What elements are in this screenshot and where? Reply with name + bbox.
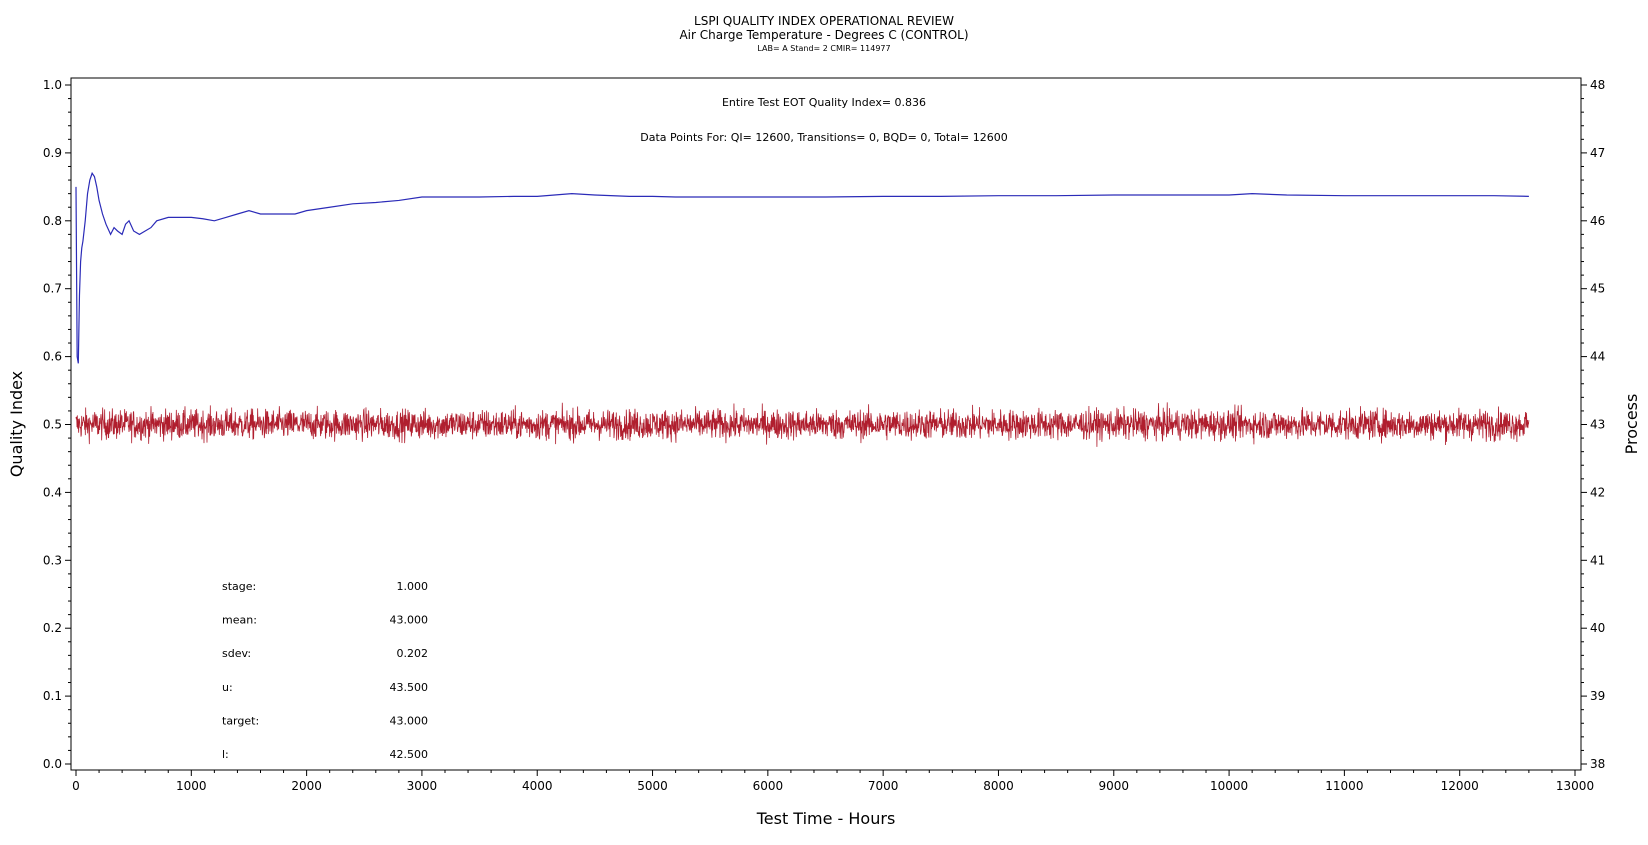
- y-tick-label: 0.7: [43, 282, 62, 296]
- x-tick-label: 13000: [1556, 779, 1594, 793]
- stat-value: 43.000: [390, 714, 429, 727]
- y-tick-label: 0.6: [43, 350, 62, 364]
- y-axis-label: Quality Index: [7, 371, 26, 477]
- y2-tick-label: 43: [1590, 418, 1605, 432]
- y2-tick-label: 48: [1590, 78, 1605, 92]
- stat-value: 0.202: [397, 647, 429, 660]
- stats-block: stage: 1.000 mean: 43.000 sdev: 0.202 u: 43.500…: [222, 580, 428, 761]
- y-axis-right: 38 39 40 41 42 43 44 45 46 47 48: [1581, 78, 1605, 771]
- y-tick-label: 1.0: [43, 78, 62, 92]
- x-tick-label: 7000: [868, 779, 899, 793]
- stat-label: target:: [222, 714, 259, 727]
- stat-value: 43.500: [390, 681, 429, 694]
- y-tick-label: 0.5: [43, 418, 62, 432]
- process-series-line: [75, 402, 1530, 447]
- y2-tick-label: 39: [1590, 689, 1605, 703]
- chart-subtitle: Air Charge Temperature - Degrees C (CONT…: [679, 28, 968, 42]
- x-tick-label: 11000: [1325, 779, 1363, 793]
- y2-tick-label: 41: [1590, 553, 1605, 567]
- y-tick-label: 0.4: [43, 485, 62, 499]
- x-tick-label: 10000: [1210, 779, 1248, 793]
- x-tick-label: 6000: [753, 779, 784, 793]
- stat-value: 42.500: [390, 748, 429, 761]
- y-tick-label: 0.0: [43, 757, 62, 771]
- x-tick-label: 12000: [1441, 779, 1479, 793]
- y2-tick-label: 40: [1590, 621, 1605, 635]
- stat-label: sdev:: [222, 647, 251, 660]
- y-tick-label: 0.1: [43, 689, 62, 703]
- y-tick-label: 0.3: [43, 553, 62, 567]
- x-tick-label: 4000: [522, 779, 553, 793]
- x-tick-label: 9000: [1098, 779, 1129, 793]
- x-axis-label: Test Time - Hours: [756, 809, 896, 828]
- stat-value: 43.000: [390, 614, 429, 627]
- y-axis-left: 0.0 0.1 0.2 0.3 0.4 0.5 0.6 0.7 0.8 0.9 1.0: [43, 78, 71, 771]
- y2-tick-label: 42: [1590, 485, 1605, 499]
- stat-label: stage:: [222, 580, 256, 593]
- stat-value: 1.000: [397, 580, 429, 593]
- y2-axis-label: Process: [1622, 394, 1641, 455]
- quality-index-series-line: [75, 171, 1529, 364]
- y2-tick-label: 38: [1590, 757, 1605, 771]
- process-series: [75, 402, 1530, 447]
- y2-tick-label: 44: [1590, 350, 1605, 364]
- y2-tick-label: 45: [1590, 282, 1605, 296]
- y2-tick-label: 47: [1590, 146, 1605, 160]
- x-tick-label: 5000: [637, 779, 668, 793]
- y-tick-label: 0.8: [43, 214, 62, 228]
- x-tick-label: 1000: [176, 779, 207, 793]
- stat-label: l:: [222, 748, 229, 761]
- y-tick-label: 0.9: [43, 146, 62, 160]
- chart-title: LSPI QUALITY INDEX OPERATIONAL REVIEW: [694, 14, 954, 28]
- y-tick-label: 0.2: [43, 621, 62, 635]
- x-tick-label: 8000: [983, 779, 1014, 793]
- quality-index-annotation: Entire Test EOT Quality Index= 0.836: [722, 96, 926, 109]
- x-tick-label: 2000: [291, 779, 322, 793]
- stat-label: mean:: [222, 614, 257, 627]
- y2-tick-label: 46: [1590, 214, 1605, 228]
- data-points-annotation: Data Points For: QI= 12600, Transitions=…: [640, 131, 1008, 144]
- stat-label: u:: [222, 681, 233, 694]
- x-axis: 0 1000 2000 3000 4000 5000 6000 7000 8000 9000 100…: [72, 770, 1594, 793]
- chart-subtitle-2: LAB= A Stand= 2 CMIR= 114977: [757, 44, 890, 53]
- x-tick-label: 3000: [407, 779, 438, 793]
- x-tick-label: 0: [72, 779, 80, 793]
